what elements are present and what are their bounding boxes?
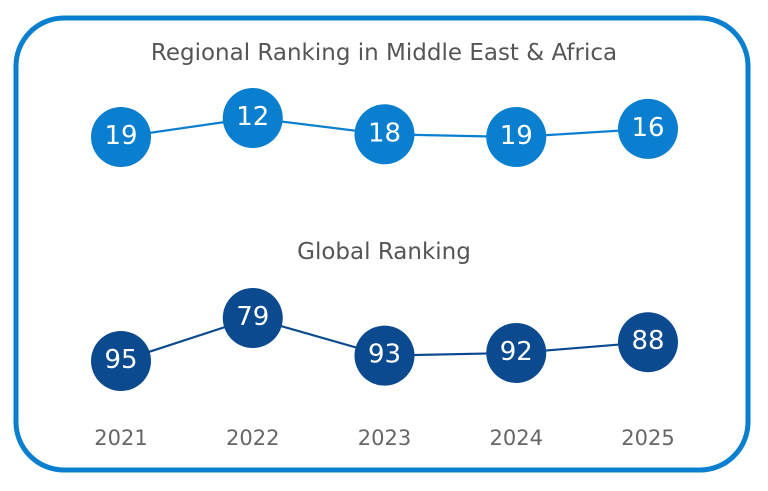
global-point-2025: [618, 312, 678, 373]
x-axis-labels: 2021 2022 2023 2024 2025: [94, 426, 674, 450]
global-point-2022: [222, 288, 283, 348]
x-tick-label: 2025: [621, 426, 674, 450]
global-value-label: 79: [236, 302, 269, 332]
global-point-2021: [91, 331, 151, 391]
global-point-2023: [354, 325, 415, 386]
regional-value-label: 18: [368, 118, 401, 148]
global-value-label: 92: [500, 337, 533, 367]
global-series: 95 79 93 92 88: [91, 288, 678, 391]
x-tick-label: 2024: [490, 426, 543, 450]
x-tick-label: 2022: [226, 426, 279, 450]
regional-point-2025: [618, 98, 678, 159]
global-point-2024: [486, 322, 547, 383]
x-tick-label: 2023: [358, 426, 411, 450]
regional-value-label: 16: [631, 113, 664, 143]
regional-point-2021: [91, 107, 151, 167]
regional-series: 19 12 18 19 16: [91, 88, 678, 167]
regional-point-2023: [354, 104, 415, 165]
regional-point-2024: [486, 107, 547, 167]
global-title: Global Ranking: [297, 239, 471, 265]
regional-value-label: 19: [104, 121, 137, 151]
x-tick-label: 2021: [94, 426, 147, 450]
global-value-label: 95: [104, 345, 137, 375]
global-value-label: 88: [631, 326, 664, 356]
frame-border: [13, 15, 751, 473]
regional-value-label: 12: [236, 102, 269, 132]
regional-value-label: 19: [500, 121, 533, 151]
regional-point-2022: [222, 88, 283, 148]
global-value-label: 93: [368, 340, 401, 370]
regional-title: Regional Ranking in Middle East & Africa: [151, 40, 617, 66]
